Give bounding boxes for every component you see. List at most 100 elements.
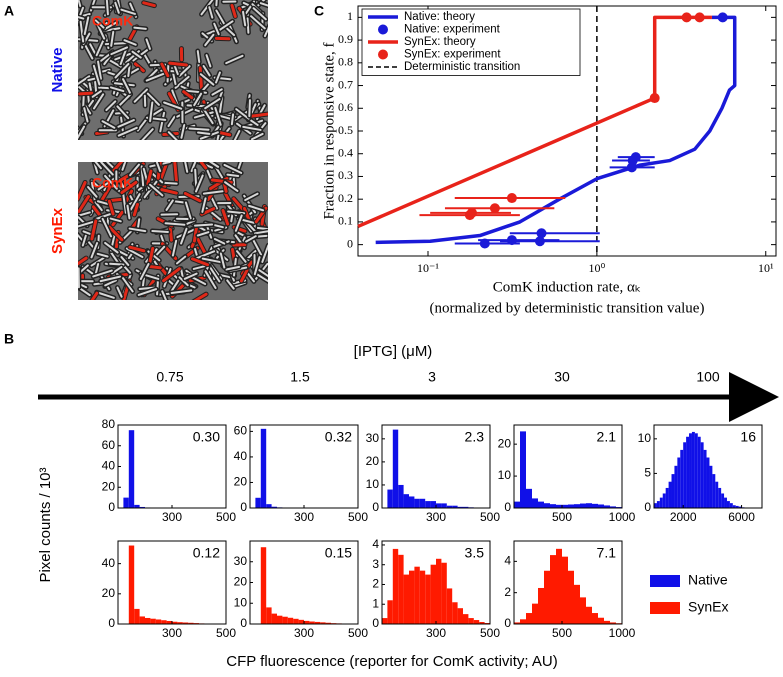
cell [91, 90, 102, 98]
histogram-bar [128, 545, 135, 624]
cell [202, 65, 211, 77]
x-tick-label: 500 [480, 510, 500, 524]
histogram-bar [398, 484, 404, 508]
cell [78, 180, 87, 201]
histogram-bar [709, 465, 713, 508]
x-tick-label: 500 [552, 626, 572, 640]
histogram-bar [260, 428, 267, 508]
histogram-bar [538, 587, 544, 624]
cell [255, 267, 268, 278]
histogram-bar [419, 570, 426, 624]
histogram-bar [721, 493, 725, 508]
cell [183, 272, 198, 280]
cell [226, 173, 240, 177]
histogram-bar [387, 600, 393, 624]
cell [197, 131, 211, 135]
legend-swatch [650, 602, 680, 614]
cell [78, 221, 94, 228]
cell [217, 20, 234, 32]
cell [151, 230, 169, 233]
cell [259, 2, 268, 7]
cell [96, 200, 110, 206]
y-tick-label: 20 [366, 454, 380, 468]
histogram-bar [446, 588, 453, 624]
cell [128, 245, 146, 253]
cell [87, 186, 98, 198]
histogram-bar [161, 620, 167, 624]
cell [242, 125, 262, 131]
histogram-bar [610, 506, 616, 508]
cell [129, 163, 140, 177]
cell [261, 244, 268, 263]
y-tick-label: 0 [644, 500, 651, 514]
histogram-bar [586, 503, 592, 508]
histogram-bar [706, 457, 710, 508]
annotation: 0.32 [325, 429, 352, 445]
histogram-bar [715, 481, 719, 508]
cell [250, 112, 268, 118]
histogram-bar [255, 497, 261, 508]
histogram-bar [463, 614, 469, 624]
cell [204, 98, 221, 110]
histogram-bar [419, 498, 426, 508]
x-tick-label: 500 [216, 626, 236, 640]
cell [180, 227, 188, 245]
histogram-bar [382, 618, 388, 624]
cell [149, 101, 154, 123]
cell [167, 131, 178, 140]
cell [183, 191, 202, 203]
cell [208, 162, 220, 168]
legend-swatch [378, 24, 388, 35]
cell [170, 289, 193, 294]
cell [95, 291, 115, 299]
cell [145, 72, 165, 82]
plot-frame [513, 540, 623, 625]
cell [110, 46, 129, 56]
plot-frame [513, 424, 623, 509]
cell [90, 219, 98, 241]
y-tick-label: 60 [234, 424, 248, 438]
cell [92, 93, 105, 110]
legend-label: Deterministic transition [404, 61, 520, 73]
cell [245, 235, 257, 243]
x-tick-label: 300 [162, 626, 182, 640]
data-point [649, 93, 660, 104]
histogram-bar [414, 498, 420, 508]
histogram-bar [674, 465, 678, 508]
histogram-bar [398, 554, 404, 624]
cell [92, 64, 101, 86]
histogram-bar [520, 431, 526, 508]
cell [105, 100, 117, 112]
cell [95, 212, 115, 220]
histogram-bar [671, 474, 675, 508]
cell [146, 92, 160, 106]
y-tick-label: 10 [366, 477, 380, 491]
cell [78, 285, 91, 297]
cell [225, 265, 241, 271]
y-tick-label: 4 [372, 537, 379, 551]
data-point [506, 235, 517, 246]
y-tick-label: 1 [372, 596, 379, 610]
cell [151, 108, 163, 116]
iptg-label: 3 [428, 369, 436, 385]
cell [199, 73, 215, 86]
histogram-bar [700, 442, 704, 508]
cell [99, 183, 113, 203]
x-tick-label: 500 [348, 510, 368, 524]
histogram-bar [556, 548, 562, 624]
cell [94, 201, 103, 212]
y-tick-label: 2 [372, 577, 379, 591]
y-tick-label: 0 [504, 616, 511, 630]
cell [164, 222, 186, 226]
histogram-bar [691, 431, 695, 508]
cell [142, 1, 156, 8]
panel-label: A [4, 3, 14, 19]
cell [235, 108, 250, 120]
x-axis-label: (normalized by deterministic transition … [430, 300, 705, 316]
cell [193, 111, 214, 119]
cell [131, 50, 142, 59]
cell [94, 19, 105, 29]
cell [110, 162, 124, 175]
cell [83, 42, 94, 60]
